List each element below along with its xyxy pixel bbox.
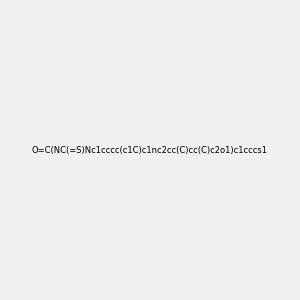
- Text: O=C(NC(=S)Nc1cccc(c1C)c1nc2cc(C)cc(C)c2o1)c1cccs1: O=C(NC(=S)Nc1cccc(c1C)c1nc2cc(C)cc(C)c2o…: [32, 146, 268, 154]
